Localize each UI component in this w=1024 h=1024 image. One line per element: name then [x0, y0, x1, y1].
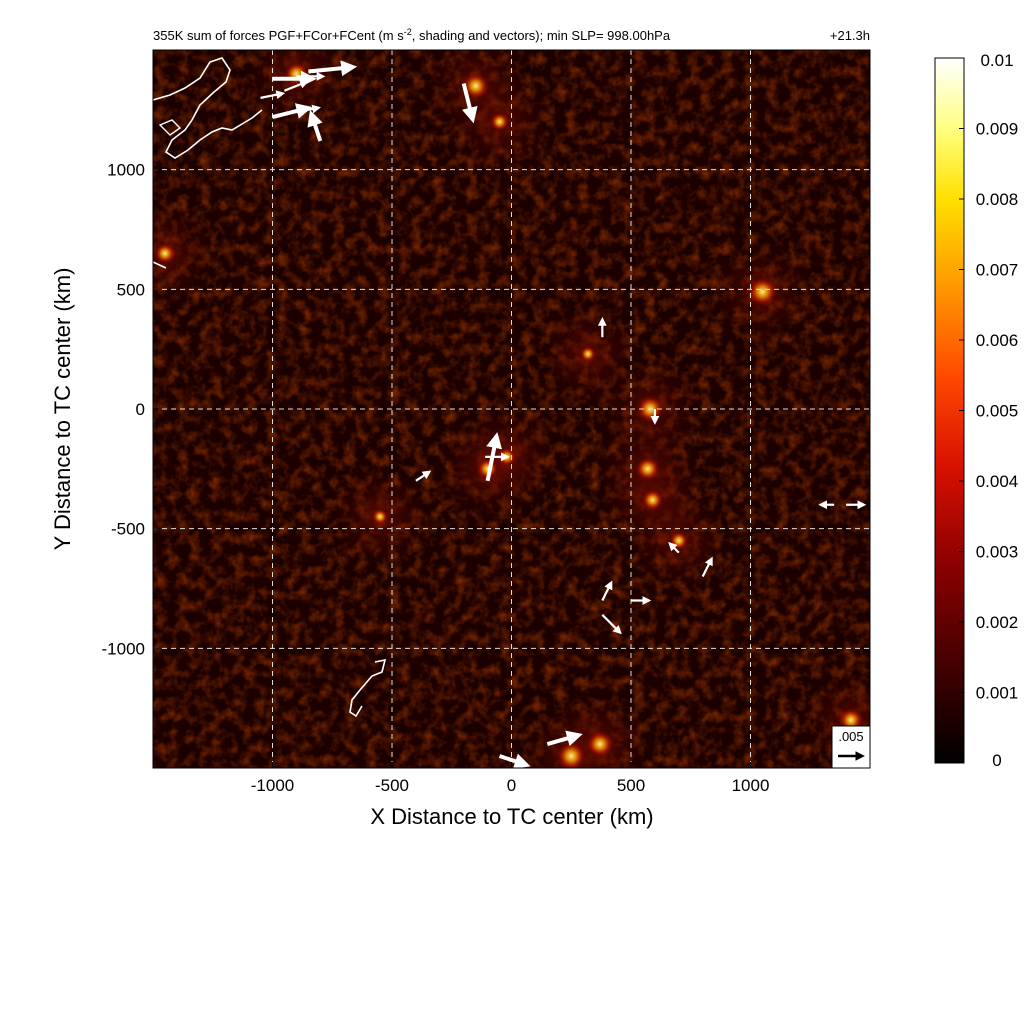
force-vector [260, 90, 286, 99]
x-tick-label: 1000 [732, 776, 770, 795]
colorbar-tick-label: 0.001 [976, 684, 1019, 703]
colorbar-tick-label: 0.007 [976, 261, 1019, 280]
x-tick-label: 500 [617, 776, 645, 795]
force-vectors [260, 60, 867, 768]
gridlines [153, 50, 870, 768]
coastline [153, 57, 387, 718]
y-tick-label: 500 [117, 280, 145, 299]
colorbar-tick-label: 0 [992, 751, 1001, 770]
y-tick-label: 1000 [107, 161, 145, 180]
coastline-path [349, 658, 387, 718]
force-vector [485, 432, 503, 482]
hotspot [641, 488, 664, 511]
hotspot [489, 112, 510, 132]
colorbar-ticks: 0.01 0.009 0.008 0.007 0.006 0.005 0.004 0.003 0… [959, 51, 1018, 770]
time-label: +21.3h [830, 28, 870, 43]
coastline-path [158, 119, 182, 136]
hotspot [635, 456, 661, 482]
force-vector [272, 103, 313, 119]
chart-title: 355K sum of forces PGF+FCor+FCent (m s-2… [153, 27, 671, 43]
y-tick-label: -1000 [102, 639, 145, 658]
colorbar-tick-label: 0.003 [976, 543, 1019, 562]
x-tick-label: -500 [375, 776, 409, 795]
coastline-path [153, 261, 167, 269]
force-vector [601, 614, 622, 635]
reference-vector-box [831, 725, 871, 769]
colorbar-tick-label: 0.002 [976, 613, 1019, 632]
force-vector [498, 753, 531, 768]
force-vector [461, 83, 478, 124]
hotspot [461, 72, 490, 100]
force-vector [415, 470, 432, 482]
coastline-path [153, 57, 263, 159]
colorbar-tick-label: 0.004 [976, 472, 1019, 491]
hotspot [153, 242, 176, 265]
x-tick-label: 0 [507, 776, 516, 795]
colorbar-tick-label: 0.005 [976, 402, 1019, 421]
colorbar-tick-label: 0.006 [976, 331, 1019, 350]
reference-vector-label: .005 [838, 729, 863, 744]
reference-vector: .005 [831, 725, 871, 769]
force-vector [668, 541, 680, 554]
colorbar-tick-label: 0.009 [976, 120, 1019, 139]
force-vector [601, 580, 613, 601]
hotspot [747, 276, 778, 307]
hotspot [579, 345, 597, 363]
y-tick-label: -500 [111, 520, 145, 539]
colorbar-tick-label: 0.01 [980, 51, 1013, 70]
x-axis-ticks: -1000 -500 0 500 1000 [251, 762, 770, 795]
force-vector [284, 80, 309, 92]
colorbar-tick-label: 0.008 [976, 190, 1019, 209]
x-tick-label: -1000 [251, 776, 294, 795]
force-vector [308, 60, 358, 77]
hotspot [371, 508, 389, 525]
y-axis-label: Y Distance to TC center (km) [50, 268, 75, 551]
x-axis-label: X Distance to TC center (km) [370, 804, 653, 829]
force-vector [546, 730, 583, 747]
warm-region [153, 198, 220, 309]
force-vector [701, 556, 713, 578]
hotspot [556, 740, 587, 768]
plot-area [153, 50, 870, 768]
force-vector [296, 104, 321, 114]
hotspot [586, 730, 614, 758]
y-tick-label: 0 [136, 400, 145, 419]
y-axis-ticks: 1000 500 0 -500 -1000 [102, 161, 159, 658]
force-vector [307, 109, 323, 142]
